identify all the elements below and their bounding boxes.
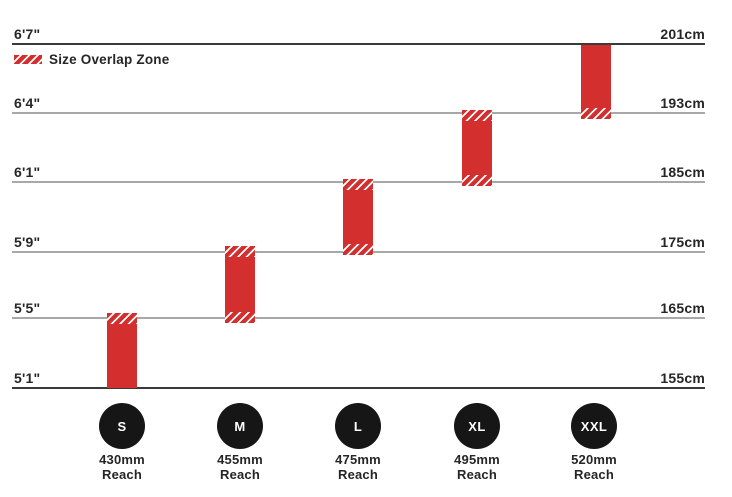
- overlap-hatch-icon: [462, 175, 492, 186]
- tick-left-6ft7: 6'7": [14, 26, 41, 42]
- tick-left-6ft1: 6'1": [14, 164, 41, 180]
- reach-label-m: 455mm Reach: [195, 452, 285, 482]
- size-badge-label: M: [234, 418, 246, 434]
- gridline-201cm: [12, 43, 705, 45]
- reach-word: Reach: [337, 467, 379, 482]
- size-badge-m: M: [217, 403, 263, 449]
- size-badge-l: L: [335, 403, 381, 449]
- size-badge-label: L: [353, 418, 363, 434]
- size-badge-label: XXL: [580, 418, 608, 434]
- bar-size-m: [225, 246, 255, 323]
- size-badge-label: XL: [468, 418, 486, 434]
- size-badge-xxl: XXL: [571, 403, 617, 449]
- reach-value: 495mm: [454, 452, 500, 467]
- tick-right-185cm: 185cm: [660, 164, 705, 180]
- overlap-hatch-icon: [581, 108, 611, 119]
- gridline-193cm: [12, 112, 705, 114]
- overlap-hatch-icon: [225, 246, 255, 257]
- reach-label-xl: 495mm Reach: [432, 452, 522, 482]
- tick-left-5ft5: 5'5": [14, 300, 41, 316]
- legend-label: Size Overlap Zone: [49, 51, 170, 67]
- reach-label-xxl: 520mm Reach: [549, 452, 639, 482]
- tick-right-175cm: 175cm: [660, 234, 705, 250]
- tick-left-6ft4: 6'4": [14, 95, 41, 111]
- tick-right-201cm: 201cm: [660, 26, 705, 42]
- reach-label-l: 475mm Reach: [313, 452, 403, 482]
- size-badge-xl: XL: [454, 403, 500, 449]
- size-badge-label: S: [117, 418, 127, 434]
- legend: Size Overlap Zone: [14, 51, 169, 67]
- bar-size-l: [343, 179, 373, 255]
- bar-size-xl: [462, 110, 492, 186]
- reach-word: Reach: [573, 467, 615, 482]
- tick-right-193cm: 193cm: [660, 95, 705, 111]
- reach-value: 455mm: [217, 452, 263, 467]
- tick-right-155cm: 155cm: [660, 370, 705, 386]
- reach-label-s: 430mm Reach: [77, 452, 167, 482]
- bar-size-s: [107, 313, 137, 388]
- reach-value: 475mm: [335, 452, 381, 467]
- overlap-hatch-icon: [107, 313, 137, 324]
- tick-right-165cm: 165cm: [660, 300, 705, 316]
- tick-left-5ft9: 5'9": [14, 234, 41, 250]
- overlap-hatch-icon: [225, 312, 255, 323]
- reach-word: Reach: [456, 467, 498, 482]
- reach-word: Reach: [219, 467, 261, 482]
- gridline-155cm: [12, 387, 705, 389]
- overlap-zone-hatch-icon: [14, 54, 42, 64]
- overlap-hatch-icon: [462, 110, 492, 121]
- reach-value: 520mm: [571, 452, 617, 467]
- gridline-165cm: [12, 317, 705, 319]
- overlap-hatch-icon: [343, 179, 373, 190]
- bar-size-xxl: [581, 45, 611, 119]
- tick-left-5ft1: 5'1": [14, 370, 41, 386]
- size-badge-s: S: [99, 403, 145, 449]
- reach-value: 430mm: [99, 452, 145, 467]
- overlap-hatch-icon: [343, 244, 373, 255]
- reach-word: Reach: [101, 467, 143, 482]
